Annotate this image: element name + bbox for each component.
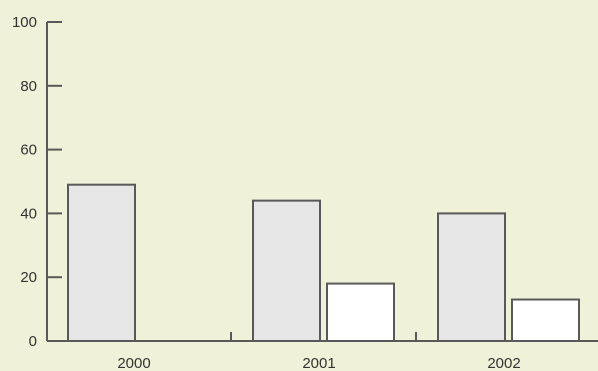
bar-series2-2002 xyxy=(511,298,580,342)
x-tick-label-2001: 2001 xyxy=(302,355,335,371)
x-tick-label-2002: 2002 xyxy=(487,355,520,371)
bar-series1-2001 xyxy=(252,199,321,342)
y-axis: 0 20 40 60 80 100 xyxy=(12,14,62,350)
y-tick-label: 100 xyxy=(12,14,37,31)
x-tick-label-2000: 2000 xyxy=(117,355,150,371)
bar-series2-2001 xyxy=(326,282,395,342)
y-tick-label: 40 xyxy=(20,205,37,222)
y-tick-label: 20 xyxy=(20,269,37,286)
y-tick-label: 80 xyxy=(20,78,37,95)
bar-series1-2002 xyxy=(437,212,506,342)
bar-series1-2000 xyxy=(67,183,136,342)
bars xyxy=(67,183,580,342)
x-axis: 2000 2001 2002 xyxy=(47,332,598,371)
y-tick-label: 0 xyxy=(29,333,37,350)
y-tick-label: 60 xyxy=(20,142,37,159)
